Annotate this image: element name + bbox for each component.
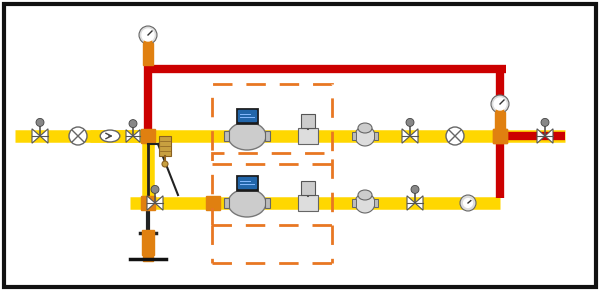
- Circle shape: [491, 95, 509, 113]
- Bar: [298, 128, 318, 144]
- Polygon shape: [410, 129, 418, 143]
- Polygon shape: [545, 129, 553, 143]
- Circle shape: [541, 118, 549, 126]
- Circle shape: [144, 39, 152, 47]
- Polygon shape: [155, 196, 163, 210]
- Polygon shape: [147, 196, 155, 210]
- Circle shape: [496, 108, 504, 116]
- Circle shape: [36, 118, 44, 126]
- Bar: [143, 43, 153, 65]
- Bar: [493, 129, 507, 143]
- Bar: [141, 129, 155, 143]
- Ellipse shape: [228, 189, 266, 217]
- Circle shape: [69, 127, 87, 145]
- Polygon shape: [415, 196, 423, 210]
- Polygon shape: [133, 130, 140, 142]
- Ellipse shape: [355, 126, 375, 146]
- Circle shape: [129, 120, 137, 127]
- Circle shape: [406, 118, 414, 126]
- Circle shape: [460, 195, 476, 211]
- Bar: [238, 110, 256, 121]
- Circle shape: [162, 161, 168, 167]
- Bar: [265, 131, 270, 141]
- Bar: [493, 129, 507, 143]
- Bar: [236, 108, 258, 124]
- Bar: [301, 114, 315, 128]
- Bar: [352, 199, 356, 207]
- Bar: [224, 131, 229, 141]
- Circle shape: [151, 185, 159, 194]
- Circle shape: [464, 198, 472, 207]
- Circle shape: [446, 127, 464, 145]
- Polygon shape: [32, 129, 40, 143]
- Polygon shape: [407, 196, 415, 210]
- Polygon shape: [537, 129, 545, 143]
- Circle shape: [142, 29, 154, 41]
- Bar: [224, 198, 229, 208]
- Bar: [159, 136, 171, 156]
- Polygon shape: [402, 129, 410, 143]
- Bar: [142, 230, 154, 255]
- Bar: [374, 199, 378, 207]
- Bar: [238, 177, 256, 188]
- Circle shape: [494, 98, 506, 110]
- Ellipse shape: [228, 122, 266, 150]
- Ellipse shape: [358, 123, 372, 133]
- Circle shape: [139, 26, 157, 44]
- Circle shape: [411, 185, 419, 194]
- Bar: [141, 196, 155, 210]
- Bar: [298, 195, 318, 211]
- Bar: [206, 196, 220, 210]
- Bar: [265, 198, 270, 208]
- Bar: [374, 132, 378, 140]
- Polygon shape: [40, 129, 48, 143]
- Ellipse shape: [358, 190, 372, 200]
- Bar: [352, 132, 356, 140]
- Bar: [236, 175, 258, 191]
- Bar: [301, 181, 315, 195]
- Ellipse shape: [100, 130, 120, 142]
- Bar: [143, 254, 153, 261]
- Ellipse shape: [355, 193, 375, 213]
- Bar: [495, 112, 505, 130]
- Polygon shape: [126, 130, 133, 142]
